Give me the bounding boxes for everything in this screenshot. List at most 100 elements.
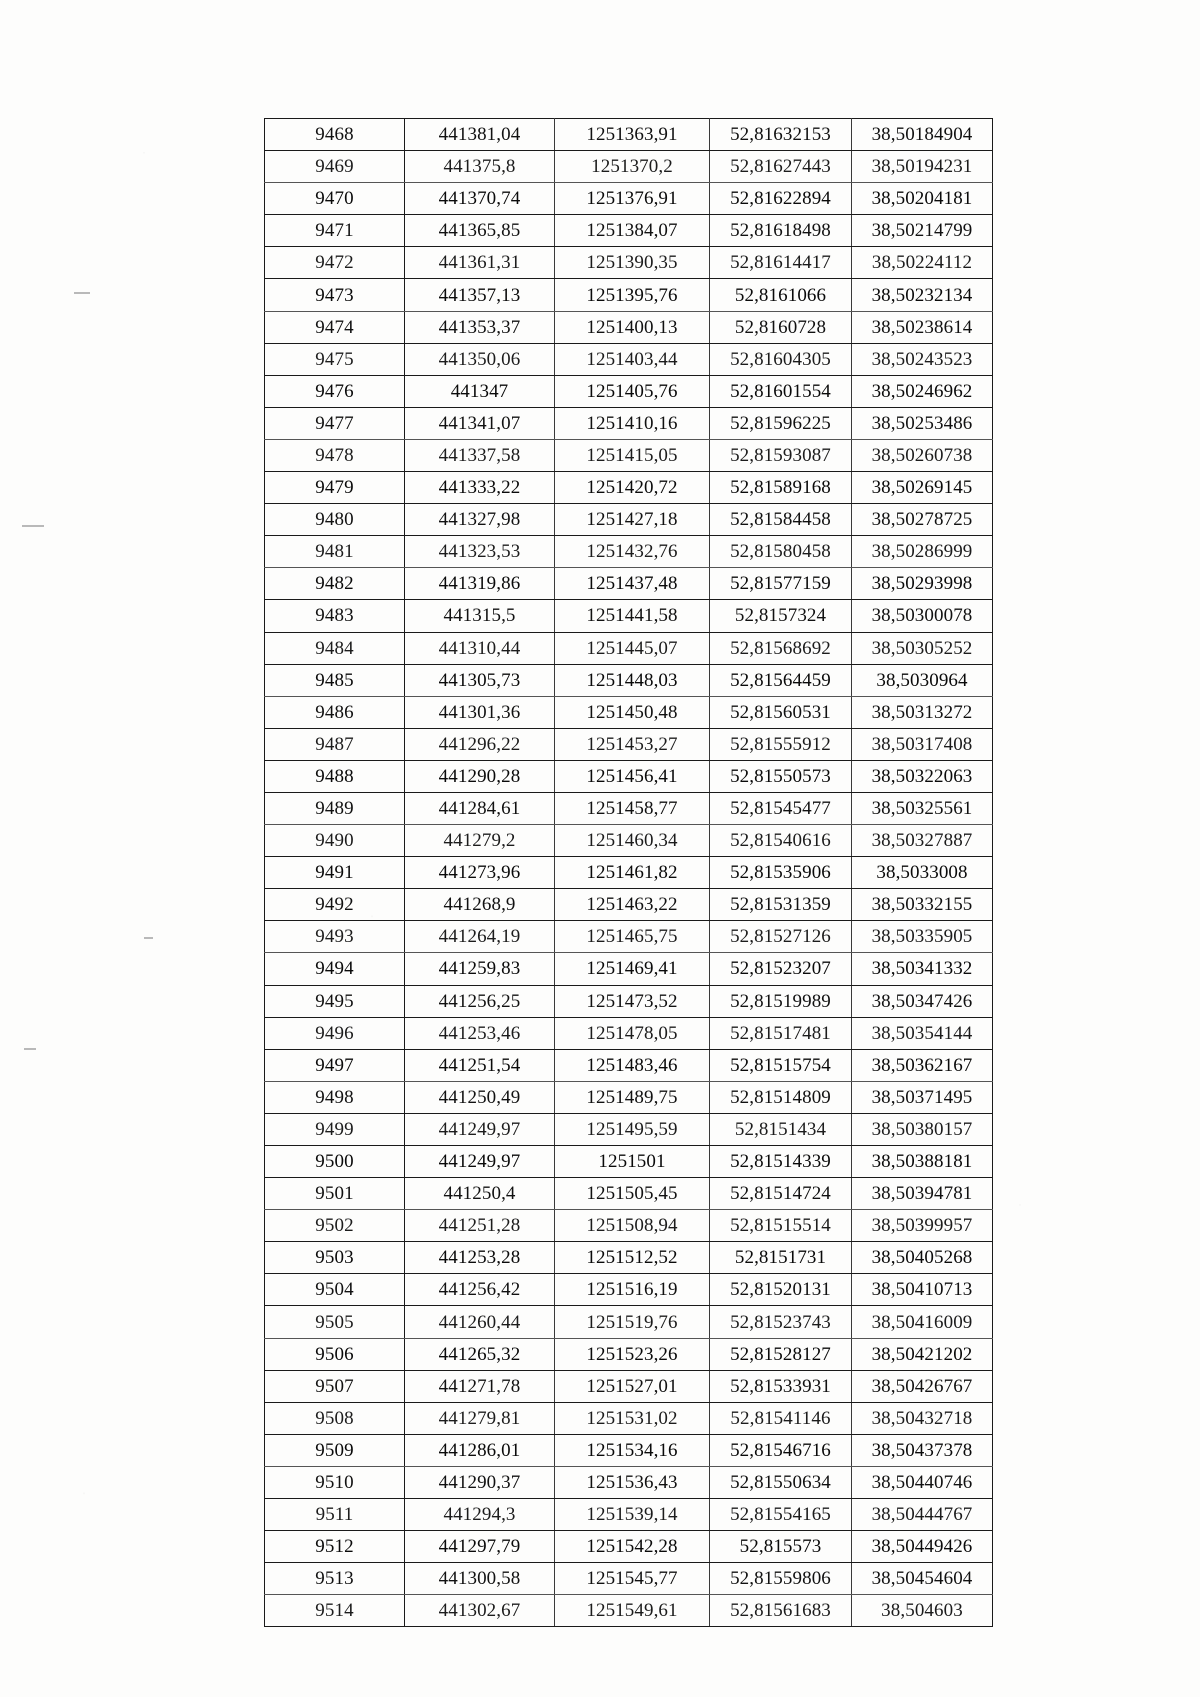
cell-point-id: 9470 — [264, 182, 405, 216]
cell-x-coordinate: 441279,2 — [404, 824, 555, 858]
cell-x-coordinate: 441264,19 — [404, 920, 555, 954]
table-row: 9508 441279,81 1251531,02 52,81541146 38,504… — [264, 1401, 993, 1435]
cell-latitude: 52,81514339 — [709, 1144, 852, 1179]
table-row: 9492 441268,9 1251463,22 52,81531359 38,5033… — [264, 888, 993, 922]
cell-longitude: 38,50253486 — [851, 406, 993, 440]
table-row: 9470 441370,74 1251376,91 52,81622894 38,502… — [264, 182, 993, 216]
cell-point-id: 9502 — [264, 1209, 405, 1243]
cell-y-coordinate: 1251545,77 — [554, 1562, 710, 1596]
cell-y-coordinate: 1251501 — [554, 1144, 710, 1179]
table-row: 9489 441284,61 1251458,77 52,81545477 38,503… — [264, 791, 993, 826]
cell-longitude: 38,50246962 — [851, 374, 993, 408]
cell-y-coordinate: 1251516,19 — [554, 1273, 710, 1307]
cell-latitude: 52,81514809 — [709, 1080, 852, 1114]
table-row: 9496 441253,46 1251478,05 52,81517481 38,503… — [264, 1016, 993, 1050]
cell-point-id: 9476 — [264, 374, 405, 408]
cell-y-coordinate: 1251495,59 — [554, 1112, 710, 1147]
cell-x-coordinate: 441353,37 — [404, 310, 555, 344]
cell-longitude: 38,50432718 — [851, 1401, 993, 1435]
cell-latitude: 52,81541146 — [709, 1401, 852, 1435]
cell-y-coordinate: 1251549,61 — [554, 1594, 710, 1628]
cell-latitude: 52,81593087 — [709, 438, 852, 473]
table-row: 9512 441297,79 1251542,28 52,815573 38,50449… — [264, 1530, 993, 1564]
cell-longitude: 38,50224112 — [851, 246, 993, 280]
table-row: 9478 441337,58 1251415,05 52,81593087 38,502… — [264, 438, 993, 473]
cell-latitude: 52,81627443 — [709, 150, 852, 184]
cell-latitude: 52,81559806 — [709, 1562, 852, 1596]
cell-x-coordinate: 441375,8 — [404, 150, 555, 184]
table-row: 9487 441296,22 1251453,27 52,81555912 38,503… — [264, 727, 993, 761]
table-row: 9483 441315,5 1251441,58 52,8157324 38,50300… — [264, 599, 993, 633]
cell-y-coordinate: 1251370,2 — [554, 150, 710, 184]
cell-x-coordinate: 441350,06 — [404, 342, 555, 376]
cell-point-id: 9480 — [264, 503, 405, 537]
table-row: 9475 441350,06 1251403,44 52,81604305 38,502… — [264, 342, 993, 376]
cell-latitude: 52,81519989 — [709, 984, 852, 1018]
cell-latitude: 52,81561683 — [709, 1594, 852, 1628]
cell-point-id: 9508 — [264, 1401, 405, 1435]
table-row: 9503 441253,28 1251512,52 52,8151731 38,5040… — [264, 1241, 993, 1275]
cell-y-coordinate: 1251512,52 — [554, 1241, 710, 1275]
table-row: 9488 441290,28 1251456,41 52,81550573 38,503… — [264, 759, 993, 793]
coordinate-table-container: 9468 441381,04 1251363,91 52,81632153 38,501… — [264, 117, 993, 1628]
cell-point-id: 9498 — [264, 1080, 405, 1114]
cell-point-id: 9494 — [264, 952, 405, 986]
cell-latitude: 52,81550573 — [709, 759, 852, 793]
cell-latitude: 52,81601554 — [709, 374, 852, 408]
cell-longitude: 38,50214799 — [851, 214, 993, 248]
cell-point-id: 9468 — [264, 117, 405, 152]
cell-longitude: 38,50325561 — [851, 791, 993, 826]
cell-latitude: 52,81622894 — [709, 182, 852, 216]
cell-x-coordinate: 441315,5 — [404, 599, 555, 633]
table-row: 9510 441290,37 1251536,43 52,81550634 38,504… — [264, 1465, 993, 1500]
table-row: 9497 441251,54 1251483,46 52,81515754 38,503… — [264, 1048, 993, 1082]
cell-y-coordinate: 1251527,01 — [554, 1369, 710, 1403]
table-row: 9472 441361,31 1251390,35 52,81614417 38,502… — [264, 246, 993, 280]
cell-y-coordinate: 1251363,91 — [554, 117, 710, 152]
cell-y-coordinate: 1251384,07 — [554, 214, 710, 248]
cell-point-id: 9496 — [264, 1016, 405, 1050]
cell-point-id: 9488 — [264, 759, 405, 793]
cell-x-coordinate: 441341,07 — [404, 406, 555, 440]
cell-y-coordinate: 1251460,34 — [554, 824, 710, 858]
cell-x-coordinate: 441253,28 — [404, 1241, 555, 1275]
table-row: 9509 441286,01 1251534,16 52,81546716 38,504… — [264, 1433, 993, 1467]
table-row: 9507 441271,78 1251527,01 52,81533931 38,504… — [264, 1369, 993, 1403]
cell-y-coordinate: 1251456,41 — [554, 759, 710, 793]
cell-longitude: 38,50388181 — [851, 1144, 993, 1179]
cell-x-coordinate: 441337,58 — [404, 438, 555, 473]
cell-y-coordinate: 1251432,76 — [554, 535, 710, 569]
cell-x-coordinate: 441271,78 — [404, 1369, 555, 1403]
cell-y-coordinate: 1251489,75 — [554, 1080, 710, 1114]
cell-point-id: 9495 — [264, 984, 405, 1018]
cell-longitude: 38,50362167 — [851, 1048, 993, 1082]
cell-latitude: 52,81546716 — [709, 1433, 852, 1467]
cell-latitude: 52,8157324 — [709, 599, 852, 633]
cell-latitude: 52,81517481 — [709, 1016, 852, 1050]
table-row: 9504 441256,42 1251516,19 52,81520131 38,504… — [264, 1273, 993, 1307]
cell-x-coordinate: 441365,85 — [404, 214, 555, 248]
table-row: 9514 441302,67 1251549,61 52,81561683 38,504… — [264, 1594, 993, 1628]
cell-latitude: 52,81580458 — [709, 535, 852, 569]
cell-point-id: 9505 — [264, 1305, 405, 1339]
cell-point-id: 9479 — [264, 471, 405, 505]
table-row: 9494 441259,83 1251469,41 52,81523207 38,503… — [264, 952, 993, 986]
cell-latitude: 52,8160728 — [709, 310, 852, 344]
cell-y-coordinate: 1251539,14 — [554, 1498, 710, 1532]
cell-x-coordinate: 441323,53 — [404, 535, 555, 569]
cell-point-id: 9481 — [264, 535, 405, 569]
cell-latitude: 52,81520131 — [709, 1273, 852, 1307]
cell-y-coordinate: 1251465,75 — [554, 920, 710, 954]
cell-point-id: 9473 — [264, 278, 405, 312]
cell-y-coordinate: 1251523,26 — [554, 1337, 710, 1371]
coordinate-table: 9468 441381,04 1251363,91 52,81632153 38,501… — [264, 117, 993, 1628]
cell-point-id: 9482 — [264, 567, 405, 601]
cell-x-coordinate: 441286,01 — [404, 1433, 555, 1467]
cell-latitude: 52,81528127 — [709, 1337, 852, 1371]
cell-y-coordinate: 1251473,52 — [554, 984, 710, 1018]
cell-x-coordinate: 441265,32 — [404, 1337, 555, 1371]
cell-point-id: 9491 — [264, 856, 405, 890]
cell-x-coordinate: 441381,04 — [404, 117, 555, 152]
cell-x-coordinate: 441370,74 — [404, 182, 555, 216]
